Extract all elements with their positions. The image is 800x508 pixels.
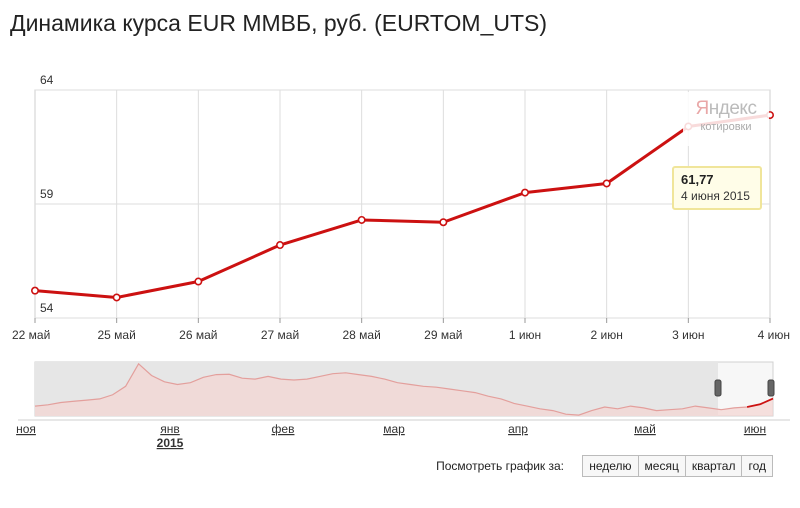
chart-title: Динамика курса EUR ММВБ, руб. (EURTOM_UT… (10, 10, 548, 36)
x-tick-label: 25 май (98, 328, 136, 342)
navigator-line (34, 362, 774, 416)
y-tick-label: 64 (40, 73, 54, 87)
tooltip-value: 61,77 (681, 172, 714, 187)
data-point (357, 215, 366, 224)
x-tick-label: 28 май (343, 328, 381, 342)
period-selector: Посмотреть график за: неделю месяц кварт… (0, 455, 800, 477)
navigator-handle[interactable] (767, 379, 775, 397)
x-tick-label: 22 май (12, 328, 50, 342)
navigator-area (35, 363, 773, 416)
data-point (439, 218, 448, 227)
tooltip-date: 4 июня 2015 (681, 189, 750, 203)
data-point (602, 179, 611, 188)
navigator-month-label[interactable]: апр (508, 422, 528, 436)
x-tick-label: 2 июн (590, 328, 622, 342)
logo-rest: ндекс (708, 98, 757, 119)
logo-first-letter: Я (695, 98, 710, 119)
data-point (275, 241, 284, 250)
navigator-year-label: 2015 (157, 436, 184, 450)
period-label: Посмотреть график за: (436, 459, 564, 473)
main-chart: 54 59 64 22 май 25 май 26 май 27 май 28 май 29 м… (12, 73, 790, 342)
y-tick-label: 54 (40, 301, 54, 315)
period-year-button[interactable]: год (741, 456, 772, 476)
navigator-selected-line (746, 397, 774, 408)
x-tick-label: 1 июн (509, 328, 541, 342)
x-tick-label: 26 май (179, 328, 217, 342)
x-tick-label: 29 май (424, 328, 462, 342)
x-tick-label: 27 май (261, 328, 299, 342)
x-tick-label: 4 июн (758, 328, 790, 342)
data-point (194, 277, 203, 286)
navigator-handle[interactable] (714, 379, 722, 397)
navigator-month-label[interactable]: май (634, 422, 656, 436)
yandex-logo: Яндекс котировки (683, 92, 769, 146)
navigator-month-label[interactable]: ноя (16, 422, 36, 436)
y-tick-label: 59 (40, 187, 54, 201)
data-point (520, 188, 529, 197)
navigator-month-label[interactable]: фев (272, 422, 295, 436)
value-tooltip: 61,77 4 июня 2015 (672, 166, 762, 210)
series-line (34, 113, 771, 299)
navigator-month-label[interactable]: июн (744, 422, 766, 436)
period-quarter-button[interactable]: квартал (684, 456, 742, 476)
logo-subtitle: котировки (700, 121, 752, 133)
period-week-button[interactable]: неделю (589, 459, 632, 473)
period-buttons: неделю месяц квартал год (582, 455, 773, 477)
data-point (30, 286, 39, 295)
navigator-chart[interactable]: ноя янв фев мар апр май июн 2015 (0, 0, 800, 455)
navigator-month-label[interactable]: мар (383, 422, 405, 436)
x-tick-label: 3 июн (672, 328, 704, 342)
data-point (112, 293, 121, 302)
navigator-month-label[interactable]: янв (160, 422, 180, 436)
period-month-button[interactable]: месяц (637, 456, 685, 476)
logo-text: Яндекс (683, 98, 769, 120)
